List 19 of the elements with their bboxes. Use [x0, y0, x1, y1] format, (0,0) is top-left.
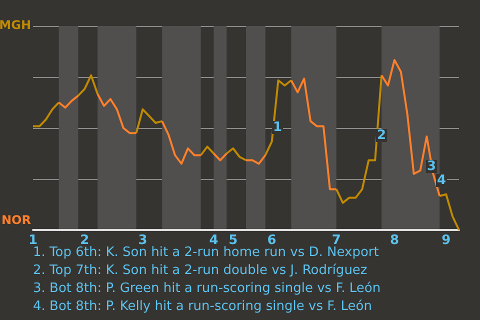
- x-tick-label: 3: [138, 233, 148, 248]
- x-tick-label: 7: [332, 233, 341, 248]
- text: 1. Top 6th: K. Son hit a 2-run home run vs D. Nexport: [33, 245, 379, 260]
- annotation: 4: [437, 173, 446, 188]
- x-tick-label: 4: [209, 233, 218, 248]
- annotation: 3: [427, 159, 436, 174]
- text: 3. Bot 8th: P. Green hit a run-scoring single vs F. León: [33, 281, 381, 296]
- annotation: 2: [377, 128, 386, 143]
- x-tick-label: 8: [390, 233, 399, 248]
- x-tick-label: 2: [80, 233, 90, 248]
- annotation: 1: [273, 120, 282, 135]
- x-tick-label: 5: [228, 233, 238, 248]
- x-tick-label: 1: [28, 233, 38, 248]
- text: 2. Top 7th: K. Son hit a 2-run double vs J. Rodríguez: [33, 263, 368, 278]
- x-tick-label: 6: [267, 233, 276, 248]
- x-tick-label: 9: [442, 233, 451, 248]
- text: 4. Bot 8th: P. Kelly hit a run-scoring single vs F. León: [33, 299, 372, 314]
- text: NOR: [2, 213, 31, 227]
- text: MGH: [0, 18, 31, 32]
